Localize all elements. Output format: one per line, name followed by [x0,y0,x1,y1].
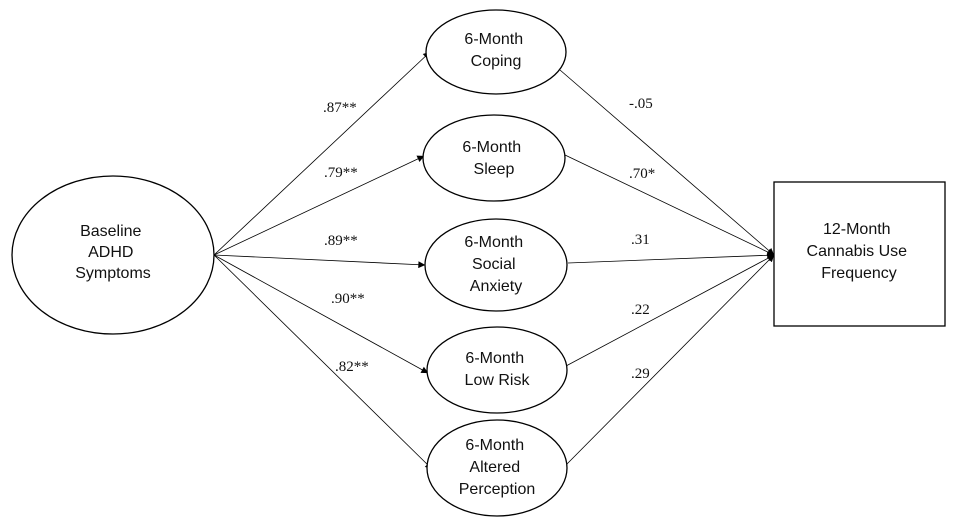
outcome-node: 12-Month Cannabis Use Frequency [773,181,946,327]
a-path-coef-sleep: .79** [324,165,358,181]
predictor-node: Baseline ADHD Symptoms [11,175,215,335]
mediator-label-altered-perception: 6-Month Altered Perception [459,437,536,498]
mediator-label-social-anxiety: 6-Month Social Anxiety [464,234,527,295]
b-path-arrow-coping [559,69,775,256]
mediator-node-coping: 6-Month Coping [425,9,567,95]
b-path-coef-coping: -.05 [629,96,653,112]
b-path-arrow-altered-perception [564,254,775,467]
mediator-label-coping: 6-Month Coping [464,31,527,70]
mediator-node-sleep: 6-Month Sleep [422,114,566,202]
a-path-arrow-social-anxiety [213,254,426,269]
mediator-ellipse-sleep [422,114,566,202]
outcome-label: 12-Month Cannabis Use Frequency [807,221,912,282]
a-path-coef-low-risk: .90** [331,291,365,307]
b-path-arrow-social-anxiety [567,251,775,264]
a-path-coef-social-anxiety: .89** [324,233,358,249]
mediator-node-social-anxiety: 6-Month Social Anxiety [424,218,568,312]
b-path-coef-sleep: .70* [629,166,655,182]
mediator-ellipse-social-anxiety [424,218,568,312]
mediator-ellipse-coping [425,9,567,95]
predictor-label: Baseline ADHD Symptoms [75,223,151,282]
predictor-ellipse [11,175,215,335]
mediator-label-sleep: 6-Month Sleep [462,139,525,178]
b-path-arrow-sleep [564,154,775,256]
b-path-coef-altered-perception: .29 [631,366,650,382]
b-path-coef-low-risk: .22 [631,302,650,318]
mediator-label-low-risk: 6-Month Low Risk [465,350,531,389]
mediator-ellipse-low-risk [426,326,568,414]
a-path-coef-coping: .87** [323,100,357,116]
mediator-node-low-risk: 6-Month Low Risk [426,326,568,414]
a-path-arrow-altered-perception [213,254,433,470]
b-path-coef-social-anxiety: .31 [631,232,650,248]
a-path-arrow-low-risk [213,254,429,374]
a-path-coef-altered-perception: .82** [335,359,369,375]
a-path-arrow-sleep [213,155,425,256]
a-path-arrow-coping [213,51,431,256]
mediator-ellipse-altered-perception [426,419,568,517]
b-path-arrow-low-risk [565,254,775,367]
mediator-node-altered-perception: 6-Month Altered Perception [426,419,568,517]
outcome-box [773,181,946,327]
